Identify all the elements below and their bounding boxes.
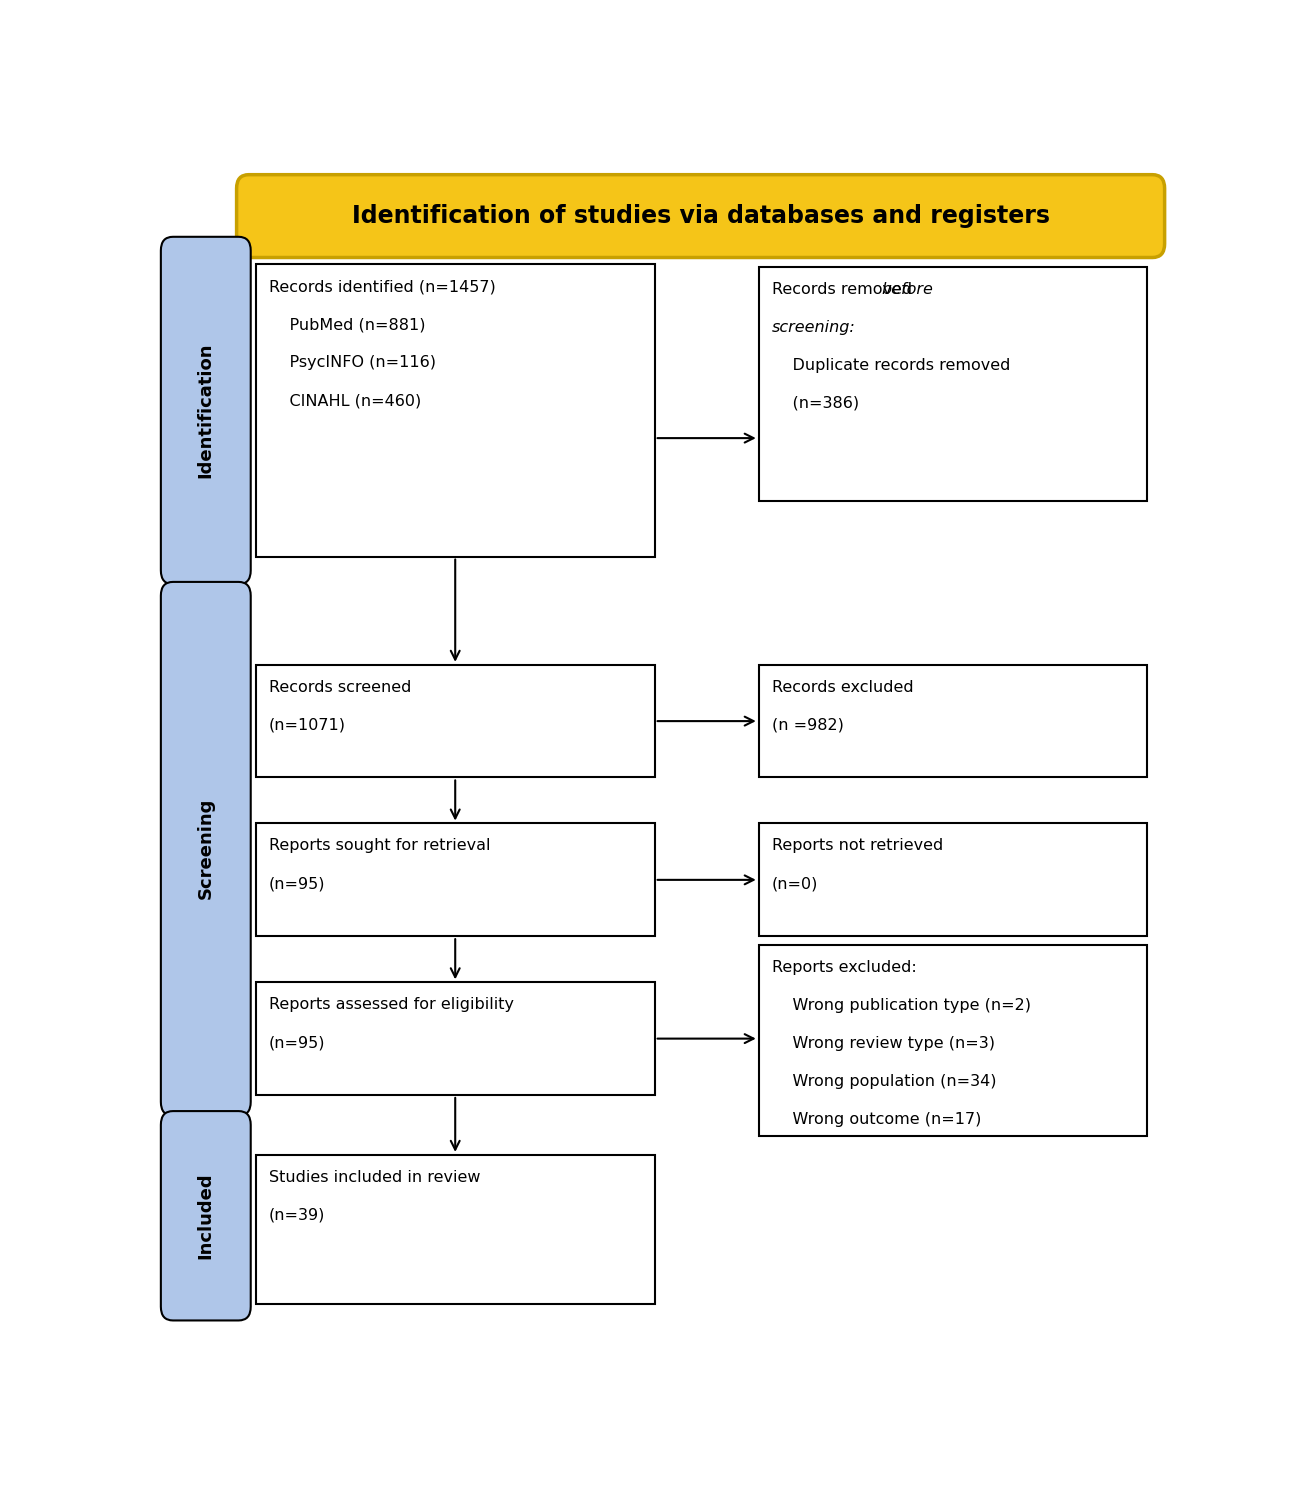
Text: Screening: Screening xyxy=(197,798,215,899)
FancyBboxPatch shape xyxy=(237,175,1165,257)
Text: Wrong publication type (n=2): Wrong publication type (n=2) xyxy=(771,998,1031,1013)
Text: before: before xyxy=(882,282,933,297)
Text: Wrong outcome (n=17): Wrong outcome (n=17) xyxy=(771,1112,981,1128)
Text: Records excluded: Records excluded xyxy=(771,680,913,695)
Text: PubMed (n=881): PubMed (n=881) xyxy=(268,317,425,332)
FancyBboxPatch shape xyxy=(255,982,654,1095)
FancyBboxPatch shape xyxy=(758,267,1148,502)
Text: screening:: screening: xyxy=(771,320,856,335)
Text: Wrong review type (n=3): Wrong review type (n=3) xyxy=(771,1037,994,1052)
Text: Identification: Identification xyxy=(197,342,215,478)
FancyBboxPatch shape xyxy=(160,236,250,584)
FancyBboxPatch shape xyxy=(758,665,1148,777)
Text: Reports assessed for eligibility: Reports assessed for eligibility xyxy=(268,996,513,1013)
Text: Duplicate records removed: Duplicate records removed xyxy=(771,357,1010,372)
Text: Reports excluded:: Reports excluded: xyxy=(771,961,916,976)
FancyBboxPatch shape xyxy=(255,665,654,777)
Text: (n=95): (n=95) xyxy=(268,877,326,892)
Text: (n=0): (n=0) xyxy=(771,877,818,892)
Text: Records identified (n=1457): Records identified (n=1457) xyxy=(268,279,495,294)
FancyBboxPatch shape xyxy=(255,823,654,937)
Text: Included: Included xyxy=(197,1173,215,1259)
Text: (n=1071): (n=1071) xyxy=(268,717,345,732)
Text: Records screened: Records screened xyxy=(268,680,412,695)
FancyBboxPatch shape xyxy=(758,946,1148,1137)
Text: Wrong population (n=34): Wrong population (n=34) xyxy=(771,1074,997,1089)
Text: Reports not retrieved: Reports not retrieved xyxy=(771,838,943,853)
Text: PsycINFO (n=116): PsycINFO (n=116) xyxy=(268,356,437,371)
FancyBboxPatch shape xyxy=(160,583,250,1116)
FancyBboxPatch shape xyxy=(255,1155,654,1304)
Text: (n =982): (n =982) xyxy=(771,717,843,732)
FancyBboxPatch shape xyxy=(758,823,1148,937)
Text: (n=386): (n=386) xyxy=(771,396,859,411)
Text: CINAHL (n=460): CINAHL (n=460) xyxy=(268,393,421,408)
FancyBboxPatch shape xyxy=(160,1112,250,1321)
Text: Records removed: Records removed xyxy=(771,282,917,297)
Text: Reports sought for retrieval: Reports sought for retrieval xyxy=(268,838,490,853)
FancyBboxPatch shape xyxy=(255,264,654,557)
Text: Studies included in review: Studies included in review xyxy=(268,1170,481,1185)
Text: Identification of studies via databases and registers: Identification of studies via databases … xyxy=(352,205,1050,229)
Text: (n=95): (n=95) xyxy=(268,1035,326,1050)
Text: (n=39): (n=39) xyxy=(268,1207,326,1222)
